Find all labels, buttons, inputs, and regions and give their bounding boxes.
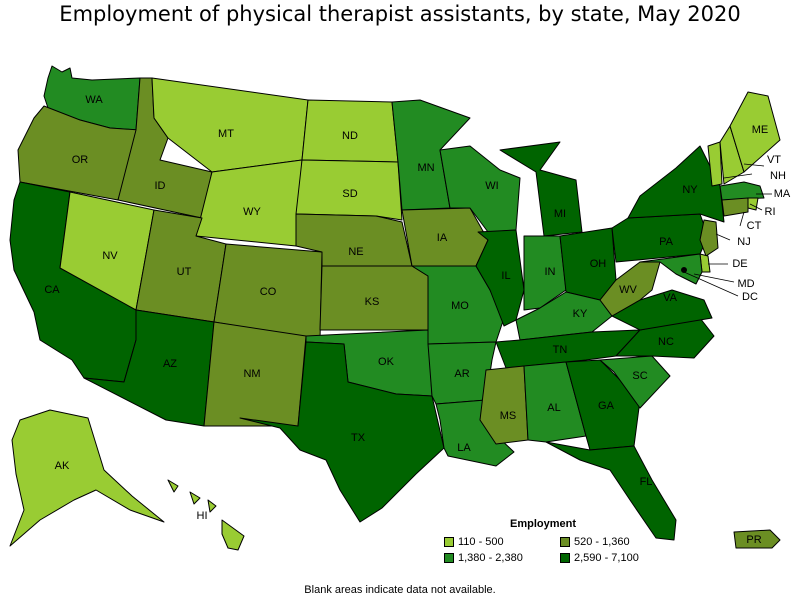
- state-wv[interactable]: [599, 261, 661, 317]
- labels-layer: WA OR CA NV ID MT WY UT AZ CO NM ND SD NE KS OK TX MN IA MO…: [44, 94, 791, 546]
- state-il[interactable]: [475, 229, 525, 327]
- state-vt[interactable]: [707, 141, 723, 187]
- state-label-or: OR: [72, 154, 89, 166]
- state-mi[interactable]: [499, 141, 583, 237]
- callouts-layer: [681, 163, 772, 297]
- state-label-md: MD: [737, 278, 754, 290]
- state-sd[interactable]: [295, 159, 403, 221]
- state-label-ne: NE: [348, 246, 363, 258]
- legend-item-4: 2,590 - 7,100: [560, 552, 639, 564]
- state-label-ct: CT: [747, 220, 762, 232]
- state-label-nm: NM: [243, 368, 260, 380]
- state-label-il: IL: [501, 270, 510, 282]
- state-sc[interactable]: [599, 355, 671, 409]
- state-mt[interactable]: [151, 77, 309, 173]
- state-label-hi: HI: [197, 510, 208, 522]
- legend-item-1: 110 - 500: [444, 536, 504, 548]
- state-label-sc: SC: [632, 370, 647, 382]
- legend-swatch-4: [560, 553, 570, 563]
- legend-swatch-2: [560, 537, 570, 547]
- legend-label-4: 2,590 - 7,100: [574, 552, 639, 564]
- state-label-mi: MI: [554, 208, 566, 220]
- state-label-wi: WI: [485, 180, 498, 192]
- state-wy[interactable]: [195, 159, 303, 247]
- legend-label-2: 520 - 1,360: [574, 536, 630, 548]
- state-label-mn: MN: [417, 162, 434, 174]
- state-tx[interactable]: [239, 341, 445, 523]
- state-label-nc: NC: [658, 336, 674, 348]
- legend-title: Employment: [510, 518, 577, 530]
- state-label-ga: GA: [598, 400, 615, 412]
- state-label-ri: RI: [765, 206, 776, 218]
- state-label-de: DE: [732, 258, 747, 270]
- state-label-ut: UT: [177, 266, 192, 278]
- state-ct[interactable]: [721, 197, 749, 217]
- state-label-sd: SD: [342, 188, 357, 200]
- legend-item-2: 520 - 1,360: [560, 536, 630, 548]
- state-label-in: IN: [545, 266, 556, 278]
- state-label-wv: WV: [619, 284, 637, 296]
- state-label-ok: OK: [378, 356, 395, 368]
- state-label-la: LA: [457, 442, 471, 454]
- legend-swatch-3: [444, 553, 454, 563]
- state-label-fl: FL: [640, 476, 653, 488]
- state-al[interactable]: [523, 361, 587, 443]
- state-label-ma: MA: [774, 188, 791, 200]
- state-label-dc: DC: [742, 291, 758, 303]
- state-pr[interactable]: [733, 529, 781, 549]
- state-label-ak: AK: [55, 460, 70, 472]
- state-nj[interactable]: [699, 219, 719, 257]
- state-label-pr: PR: [746, 534, 761, 546]
- state-me[interactable]: [729, 91, 781, 173]
- state-label-ky: KY: [573, 308, 588, 320]
- state-oh[interactable]: [559, 227, 617, 301]
- state-label-az: AZ: [163, 358, 177, 370]
- state-md[interactable]: [639, 253, 703, 285]
- state-label-al: AL: [547, 402, 560, 414]
- state-ms[interactable]: [479, 365, 529, 445]
- state-label-nv: NV: [102, 250, 118, 262]
- states-layer: [9, 65, 781, 551]
- footnote: Blank areas indicate data not available.: [304, 584, 496, 596]
- state-label-ny: NY: [682, 184, 698, 196]
- state-ma[interactable]: [719, 181, 765, 201]
- state-hi[interactable]: [167, 479, 245, 551]
- state-label-wa: WA: [85, 94, 103, 106]
- state-ri[interactable]: [747, 197, 759, 211]
- state-in[interactable]: [523, 235, 567, 311]
- state-label-tx: TX: [351, 432, 366, 444]
- state-label-mo: MO: [451, 300, 469, 312]
- state-label-mt: MT: [218, 128, 234, 140]
- legend-swatch-1: [444, 537, 454, 547]
- state-label-nj: NJ: [737, 236, 750, 248]
- state-label-oh: OH: [590, 258, 607, 270]
- state-label-ar: AR: [454, 368, 469, 380]
- state-fl[interactable]: [545, 441, 677, 541]
- state-label-ca: CA: [44, 284, 60, 296]
- state-label-wy: WY: [243, 206, 261, 218]
- state-label-me: ME: [752, 124, 769, 136]
- legend-label-3: 1,380 - 2,380: [458, 552, 523, 564]
- state-label-nh: NH: [770, 170, 786, 182]
- state-label-nd: ND: [342, 130, 358, 142]
- state-label-id: ID: [155, 180, 166, 192]
- state-label-vt: VT: [767, 154, 781, 166]
- state-label-va: VA: [663, 292, 678, 304]
- legend: Employment 110 - 500 520 - 1,360 1,380 -…: [444, 518, 684, 578]
- state-label-tn: TN: [553, 344, 568, 356]
- state-ak[interactable]: [9, 409, 165, 547]
- legend-label-1: 110 - 500: [458, 536, 504, 548]
- map-title: Employment of physical therapist assista…: [59, 2, 741, 26]
- state-label-co: CO: [260, 286, 277, 298]
- state-label-ks: KS: [365, 296, 380, 308]
- state-label-pa: PA: [659, 236, 674, 248]
- legend-item-3: 1,380 - 2,380: [444, 552, 523, 564]
- state-label-ia: IA: [437, 232, 448, 244]
- state-label-ms: MS: [500, 410, 517, 422]
